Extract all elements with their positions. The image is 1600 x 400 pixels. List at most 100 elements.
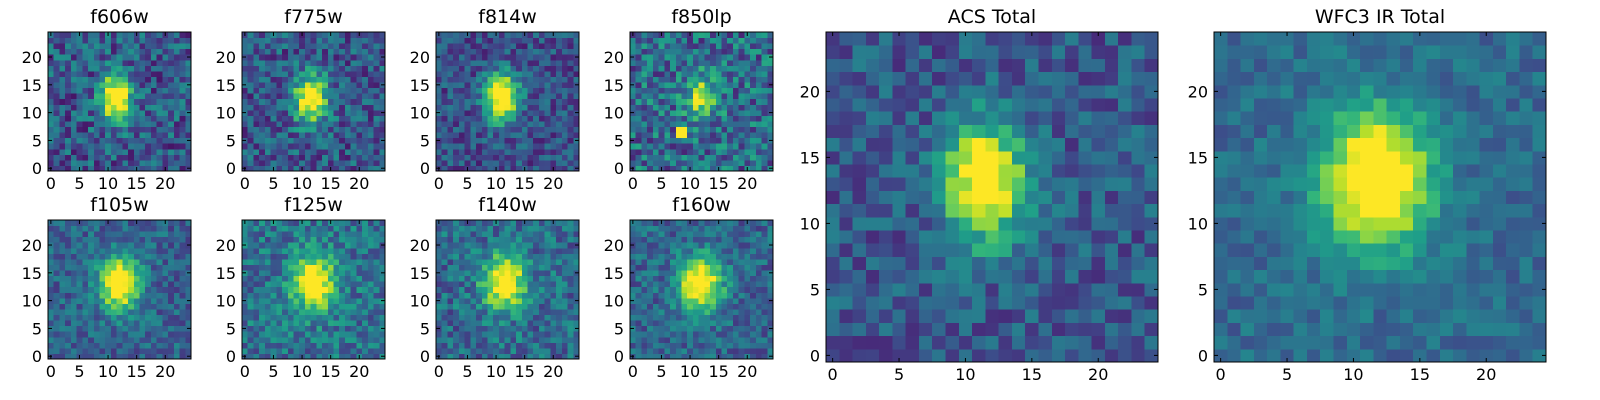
pixel-cell	[447, 165, 454, 172]
pixel-cell	[510, 331, 517, 338]
pixel-cell	[310, 48, 317, 55]
pixel-cell	[99, 126, 106, 133]
pixel-cell	[504, 132, 511, 139]
pixel-cell	[498, 275, 506, 282]
pixel-cell	[156, 253, 163, 260]
pixel-cell	[99, 48, 106, 55]
pixel-cell	[88, 87, 95, 94]
pixel-cell	[641, 308, 648, 316]
pixel-cell	[356, 82, 363, 89]
pixel-cell	[664, 292, 671, 299]
pixel-cell	[316, 320, 323, 327]
pixel-cell	[259, 275, 266, 282]
pixel-cell	[727, 154, 734, 161]
pixel-cell	[299, 93, 306, 100]
pixel-cell	[635, 154, 642, 161]
pixel-cell	[373, 297, 380, 304]
pixel-cell	[556, 220, 563, 227]
pixel-cell	[185, 48, 192, 55]
pixel-cell	[259, 281, 266, 288]
pixel-cell	[99, 281, 106, 288]
pixel-cell	[635, 87, 642, 94]
pixel-cell	[53, 104, 60, 111]
pixel-cell	[493, 258, 500, 265]
pixel-cell	[59, 148, 66, 155]
pixel-cell	[327, 59, 335, 66]
pixel-cell	[59, 93, 66, 100]
pixel-cell	[567, 148, 574, 155]
pixel-cell	[150, 275, 158, 282]
pixel-cell	[493, 270, 500, 277]
pixel-cell	[356, 70, 363, 77]
pixel-cell	[681, 32, 688, 39]
pixel-cell	[379, 70, 386, 77]
pixel-cell	[122, 143, 129, 150]
pixel-cell	[652, 331, 660, 338]
pixel-cell	[116, 220, 123, 227]
pixel-cell	[339, 87, 346, 94]
pixel-cell	[264, 264, 272, 271]
pixel-cell	[715, 115, 723, 122]
pixel-cell	[738, 65, 745, 72]
pixel-cell	[550, 126, 557, 133]
pixel-cell	[299, 281, 306, 288]
pixel-cell	[162, 126, 169, 133]
pixel-cell	[310, 143, 317, 150]
pixel-cell	[641, 137, 648, 144]
pixel-cell	[550, 275, 557, 282]
pixel-cell	[373, 342, 380, 349]
pixel-cell	[53, 143, 60, 150]
pixel-cell	[322, 154, 329, 161]
pixel-cell	[110, 336, 118, 343]
pixel-cell	[253, 325, 260, 332]
pixel-cell	[556, 54, 563, 61]
pixel-cell	[150, 159, 158, 166]
pixel-cell	[550, 342, 557, 349]
pixel-cell	[767, 159, 774, 166]
pixel-cell	[516, 275, 523, 282]
pixel-cell	[327, 148, 335, 155]
pixel-cell	[487, 281, 494, 288]
pixel-cell	[715, 347, 723, 354]
pixel-cell	[738, 37, 745, 44]
pixel-cell	[367, 48, 375, 55]
pixel-cell	[755, 98, 763, 105]
pixel-cell	[704, 143, 711, 150]
pixel-cell	[436, 314, 443, 321]
pixel-cell	[630, 342, 637, 349]
pixel-cell	[550, 87, 557, 94]
pixel-cell	[173, 264, 181, 271]
pixel-cell	[316, 148, 323, 155]
pixel-cell	[521, 87, 529, 94]
pixel-cell	[259, 242, 266, 249]
pixel-cell	[282, 98, 289, 105]
pixel-cell	[704, 342, 711, 349]
pixel-cell	[264, 286, 272, 293]
pixel-cell	[533, 225, 540, 232]
pixel-cell	[721, 87, 728, 94]
pixel-cell	[476, 132, 483, 139]
pixel-cell	[761, 104, 768, 111]
pixel-cell	[310, 104, 317, 111]
pixel-cell	[344, 347, 352, 354]
pixel-cell	[105, 148, 112, 155]
pixel-cell	[93, 264, 100, 271]
y-tick-label: 15	[410, 76, 430, 95]
pixel-cell	[88, 325, 95, 332]
pixel-cell	[247, 165, 254, 172]
pixel-cell	[344, 325, 352, 332]
pixel-cell	[322, 37, 329, 44]
pixel-cell	[755, 303, 763, 310]
pixel-cell	[755, 87, 763, 94]
pixel-cell	[561, 347, 569, 354]
pixel-cell	[82, 231, 89, 238]
pixel-cell	[476, 270, 483, 277]
pixel-cell	[767, 308, 774, 316]
pixel-cell	[327, 43, 335, 50]
pixel-cell	[70, 253, 78, 260]
pixel-cell	[168, 165, 175, 172]
pixel-cell	[259, 220, 266, 227]
pixel-cell	[88, 137, 95, 144]
pixel-cell	[293, 109, 300, 116]
pixel-cell	[527, 286, 534, 293]
